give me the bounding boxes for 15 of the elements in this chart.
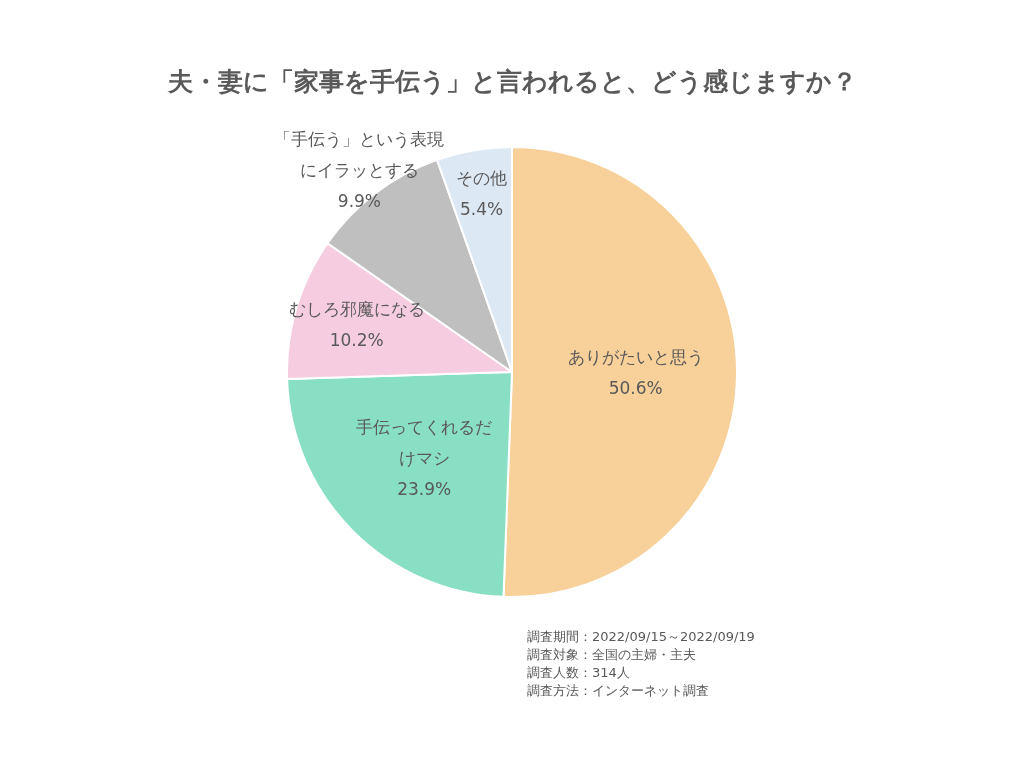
data-label: 10.2% xyxy=(329,329,384,350)
text: 調査方法：インターネット調査 xyxy=(527,682,710,700)
slice-label: その他 xyxy=(456,167,508,188)
text: 調査人数：314人 xyxy=(527,664,631,682)
slice-label: 「手伝う」という表現にイラッとする xyxy=(274,128,445,180)
slice-label: 手伝ってくれるだけマシ xyxy=(356,416,493,468)
text: 調査対象：全国の主婦・主夫 xyxy=(527,646,697,664)
text: 調査期間：2022/09/15～2022/09/19 xyxy=(527,628,755,646)
data-label: 23.9% xyxy=(397,478,452,499)
chart-title: 夫・妻に「家事を手伝う」と言われると、どう感じますか？ xyxy=(166,66,857,96)
data-label: 9.9% xyxy=(337,190,382,211)
data-label: 5.4% xyxy=(460,198,504,219)
data-label: 50.6% xyxy=(608,378,663,399)
slice-label: むしろ邪魔になる xyxy=(288,298,425,319)
slice-label: ありがたいと思う xyxy=(567,347,704,368)
